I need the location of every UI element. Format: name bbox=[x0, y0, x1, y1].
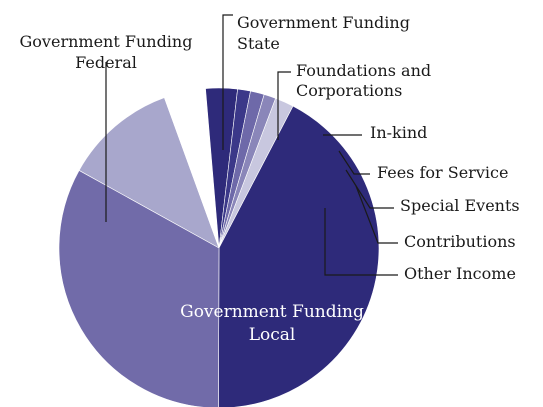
label-government-funding-federal: Government Funding Federal bbox=[20, 32, 193, 72]
label-line: Government Funding bbox=[237, 13, 410, 32]
label-line: Federal bbox=[75, 53, 137, 72]
label-line: Special Events bbox=[400, 196, 520, 215]
label-line: Corporations bbox=[296, 81, 402, 100]
label-government-funding-state: Government Funding State bbox=[237, 13, 410, 53]
label-fees-for-service: Fees for Service bbox=[377, 163, 508, 182]
label-contributions: Contributions bbox=[404, 232, 516, 251]
label-line: Foundations and bbox=[296, 61, 431, 80]
leader-line-other-income bbox=[324, 208, 398, 276]
leader-line-fees-for-service bbox=[338, 150, 370, 175]
label-line: Other Income bbox=[404, 264, 516, 283]
label-line: In-kind bbox=[370, 123, 427, 142]
leader-line-special-events bbox=[345, 169, 394, 209]
slice-government-funding-local bbox=[218, 105, 380, 407]
label-special-events: Special Events bbox=[400, 196, 520, 215]
label-government-funding-local: Government Funding Local bbox=[180, 302, 364, 345]
slice-government-funding-state bbox=[78, 97, 220, 249]
label-line: Local bbox=[249, 325, 296, 345]
leader-line-government-funding-state bbox=[222, 14, 233, 150]
label-other-income: Other Income bbox=[404, 264, 516, 283]
label-line: Government Funding bbox=[180, 302, 364, 322]
label-foundations-and-corporations: Foundations and Corporations bbox=[296, 61, 431, 100]
label-line: Government Funding bbox=[20, 32, 193, 51]
slice-government-funding-federal bbox=[58, 170, 220, 407]
leader-lines bbox=[105, 14, 398, 276]
label-line: State bbox=[237, 34, 280, 53]
leader-line-foundations-and-corporations bbox=[277, 71, 291, 140]
label-line: Fees for Service bbox=[377, 163, 508, 182]
label-line: Contributions bbox=[404, 232, 516, 251]
label-in-kind: In-kind bbox=[370, 123, 427, 142]
pie-slices bbox=[58, 87, 380, 407]
leader-line-contributions bbox=[355, 185, 398, 244]
